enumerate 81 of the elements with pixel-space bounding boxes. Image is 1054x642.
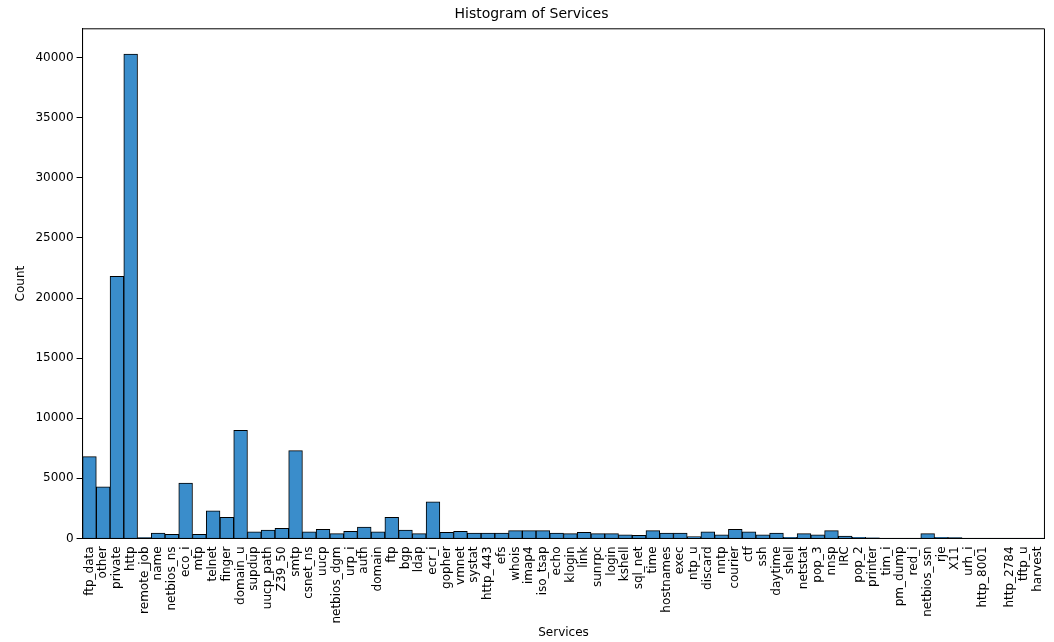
x-tick-label: pop_2 [851, 546, 866, 583]
x-tick-label: tim_i [878, 546, 893, 576]
x-tick-label: ecr_i [425, 546, 440, 575]
x-tick-label: http_443 [480, 546, 495, 600]
x-tick-label: iso_tsap [535, 546, 550, 596]
x-tick-label: http_8001 [974, 546, 989, 608]
x-tick-label: urh_i [961, 546, 976, 576]
x-tick-label: uucp [315, 546, 330, 576]
x-tick-label: bgp [397, 546, 412, 570]
y-tick-label: 10000 [35, 410, 74, 425]
x-tick-label: time [644, 546, 659, 574]
x-tick-label: Z39_50 [273, 546, 288, 592]
x-tick-label: ctf [741, 545, 756, 562]
x-tick-label: smtp [287, 546, 302, 577]
x-tick-label: uucp_path [260, 546, 275, 610]
x-tick-label: red_i [906, 546, 921, 576]
x-tick-label: pop_3 [809, 546, 824, 583]
x-tick-label: auth [356, 546, 371, 574]
x-tick-label: netstat [796, 546, 811, 590]
y-tick-label: 20000 [35, 290, 74, 305]
x-tick-label: ftp [383, 546, 398, 563]
y-axis-title: Count [13, 265, 28, 302]
x-tick-label: domain_u [232, 546, 247, 605]
x-tick-label: mtp [191, 546, 206, 571]
x-tick-label: netbios_ns [164, 546, 179, 611]
x-tick-label: tftp_u [1015, 546, 1030, 582]
x-tick-label: systat [466, 546, 481, 583]
x-tick-label: ftp_data [81, 546, 96, 596]
x-tick-label: hostnames [658, 546, 673, 613]
x-tick-label: ssh [754, 546, 769, 567]
chart-title: Histogram of Services [454, 5, 609, 22]
y-tick-label: 25000 [35, 230, 74, 245]
x-tick-label: efs [493, 546, 508, 565]
x-tick-label: urp_i [342, 546, 357, 576]
y-tick-label: 15000 [35, 350, 74, 365]
x-tick-label: netbios_dgm [328, 546, 343, 624]
x-tick-label: sql_net [631, 546, 646, 590]
x-tick-label: ntp_u [686, 546, 701, 580]
x-tick-label: daytime [768, 546, 783, 596]
x-tick-label: csnet_ns [301, 546, 316, 599]
x-tick-label: link [576, 546, 591, 568]
x-tick-label: exec [672, 546, 687, 575]
y-tick-label: 0 [65, 530, 74, 545]
y-tick-label: 5000 [43, 470, 74, 485]
x-tick-label: private [109, 546, 124, 589]
x-tick-label: gopher [438, 546, 453, 589]
x-tick-label: remote_job [136, 546, 151, 614]
x-tick-label: klogin [562, 546, 577, 583]
y-tick-label: 40000 [35, 49, 74, 64]
x-tick-label: ldap [411, 546, 426, 573]
x-tick-label: domain [370, 546, 385, 592]
x-tick-label: other [95, 546, 110, 579]
x-tick-label: kshell [617, 546, 632, 582]
x-tick-label: sunrpc [590, 546, 604, 588]
x-tick-label: X11 [947, 546, 962, 570]
x-tick-label: pm_dump [892, 546, 907, 607]
x-tick-label: http [122, 546, 137, 572]
x-tick-label: nnsp [823, 546, 838, 576]
x-tick-label: echo [548, 546, 563, 576]
x-tick-label: discard [699, 546, 714, 590]
x-tick-label: imap4 [521, 546, 536, 585]
y-tick-label: 30000 [35, 169, 74, 184]
x-tick-label: login [603, 546, 618, 576]
x-tick-label: IRC [837, 546, 852, 567]
x-tick-label: vmnet [452, 546, 467, 585]
x-tick-label: whois [507, 546, 522, 581]
x-tick-label: telnet [205, 546, 220, 582]
x-tick-label: nntp [713, 546, 728, 574]
x-tick-label: shell [782, 546, 797, 575]
x-tick-label: printer [864, 546, 879, 587]
x-tick-label: finger [218, 546, 233, 582]
y-tick-label: 35000 [35, 109, 74, 124]
x-axis-title: Services [538, 624, 589, 639]
x-tick-label: supdup [246, 546, 261, 591]
x-tick-label: rje [933, 546, 948, 563]
x-tick-label: eco_i [177, 546, 192, 578]
x-tick-label: name [150, 546, 165, 581]
x-tick-label: netbios_ssn [919, 546, 934, 617]
x-tick-label: harvest [1029, 546, 1044, 592]
x-tick-label: courier [727, 546, 742, 589]
x-tick-label: http_2784 [1002, 546, 1017, 608]
